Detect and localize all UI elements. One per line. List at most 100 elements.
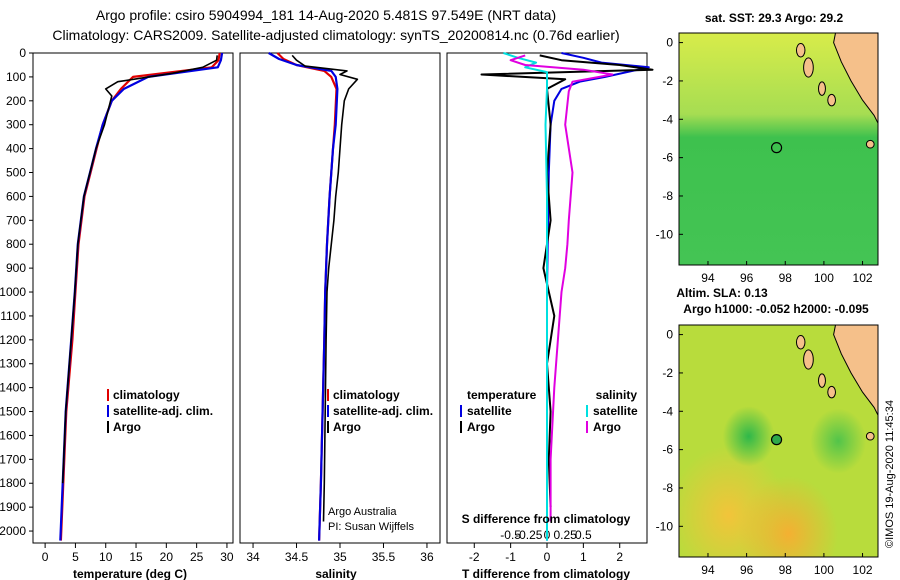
lat-tick-label: -10	[656, 227, 674, 241]
x-tick-label: 0	[42, 550, 49, 564]
legend-header-temperature: temperature	[467, 388, 537, 402]
x-tick-label: -1	[505, 550, 516, 564]
argo-position-marker	[770, 142, 783, 154]
legend-label-satellite: satellite-adj. clim.	[333, 404, 433, 418]
difference-series	[480, 52, 654, 541]
depth-tick-label: 2000	[0, 524, 26, 538]
lon-tick-label: 98	[779, 271, 793, 285]
s-tick-label: -0.25	[515, 528, 543, 542]
title-line-1: Argo profile: csiro 5904994_181 14-Aug-2…	[96, 7, 556, 23]
island	[795, 335, 806, 350]
lon-tick-label: 100	[814, 271, 834, 285]
x-tick-label: 15	[129, 550, 143, 564]
lon-tick-label: 100	[814, 563, 834, 577]
depth-tick-label: 0	[19, 46, 26, 60]
x-tick-label: 10	[99, 550, 113, 564]
depth-tick-label: 1800	[0, 476, 26, 490]
sla-map-subtitle: Argo h1000: -0.052 h2000: -0.095	[683, 302, 869, 316]
legend-label-argo: Argo	[333, 420, 361, 434]
x-tick-label: 36	[420, 550, 434, 564]
legend-swatch-climatology	[327, 389, 329, 401]
sla-map-title: Altim. SLA: 0.13	[676, 286, 768, 300]
lat-tick-label: -8	[662, 481, 673, 495]
legend-label-climatology: climatology	[333, 388, 400, 402]
legend-swatch-argo	[327, 421, 329, 433]
island	[803, 349, 814, 370]
imos-credit: ©IMOS 19-Aug-2020 11:45:34	[884, 400, 896, 548]
depth-tick-label: 1300	[0, 357, 26, 371]
difference-legend: temperature salinity satellite Argo sate…	[460, 388, 638, 434]
x-tick-label: 25	[190, 550, 204, 564]
series-line-s-argo	[509, 54, 614, 522]
x-tick-label: 2	[616, 550, 623, 564]
lat-tick-label: -6	[662, 443, 673, 457]
depth-tick-label: 700	[6, 213, 26, 227]
x-tick-label: -2	[469, 550, 480, 564]
legend-swatch-climatology	[107, 389, 109, 401]
legend-label-climatology: climatology	[113, 388, 180, 402]
legend-label-s-argo: Argo	[593, 420, 621, 434]
depth-tick-label: 900	[6, 261, 26, 275]
legend-label-t-argo: Argo	[467, 420, 495, 434]
legend-header-salinity: salinity	[596, 388, 638, 402]
depth-tick-label: 1100	[0, 309, 26, 323]
temperature-series	[59, 52, 224, 541]
temperature-xlabel: temperature (deg C)	[73, 567, 187, 580]
sst-map-frame	[678, 32, 879, 266]
title-line-2: Climatology: CARS2009. Satellite-adjuste…	[52, 27, 619, 43]
salinity-xlabel: salinity	[315, 567, 357, 580]
lat-tick-label: -2	[662, 74, 673, 88]
lon-tick-label: 96	[740, 271, 754, 285]
difference-panel: -2 -1 0 1 2 -0.5-0.25 0 0.250.5 T difference f…	[446, 52, 654, 580]
island	[817, 81, 826, 96]
lat-tick-label: -4	[662, 112, 673, 126]
island	[827, 93, 836, 107]
legend-swatch-satellite	[327, 405, 329, 417]
lat-tick-label: 0	[666, 36, 673, 50]
legend-label-satellite: satellite-adj. clim.	[113, 404, 213, 418]
legend-swatch-t-argo	[460, 421, 462, 433]
difference-x-axis: -2 -1 0 1 2	[469, 543, 623, 564]
salinity-x-axis: 34 34.5 35 35.5 36	[246, 543, 434, 564]
island	[865, 139, 875, 149]
lat-tick-label: 0	[666, 328, 673, 342]
sla-map-axes: 94 96 98 100 102 0 -2 -4 -6 -8 -10	[656, 328, 873, 577]
lat-tick-label: -4	[662, 404, 673, 418]
depth-axis: 0 100 200 300 400 500 600 700 800 900 1000 1100 1200…	[0, 46, 33, 538]
temperature-axes-frame	[32, 52, 234, 544]
series-line-t-argo	[480, 54, 654, 508]
lat-tick-label: -8	[662, 189, 673, 203]
sla-argo-marker	[770, 434, 783, 446]
temperature-x-axis: 0 5 10 15 20 25 30	[42, 543, 234, 564]
depth-tick-label: 400	[6, 142, 26, 156]
x-tick-label: 34.5	[285, 550, 309, 564]
depth-tick-label: 200	[6, 94, 26, 108]
salinity-series	[268, 52, 359, 541]
depth-tick-label: 500	[6, 166, 26, 180]
sst-field	[679, 33, 878, 265]
s-tick-label: -0.5	[500, 528, 521, 542]
x-tick-label: 0	[544, 550, 551, 564]
depth-tick-label: 1700	[0, 452, 26, 466]
legend-swatch-s-satellite	[586, 405, 588, 417]
legend-swatch-s-argo	[586, 421, 588, 433]
salinity-legend: climatology satellite-adj. clim. Argo	[327, 388, 433, 434]
sla-land	[795, 324, 879, 441]
sla-map: Altim. SLA: 0.13 Argo h1000: -0.052 h200…	[656, 286, 879, 577]
lon-tick-label: 96	[740, 563, 754, 577]
sst-map: sat. SST: 29.3 Argo: 29.2 94 96 98 100 102 0 -…	[656, 11, 879, 285]
depth-tick-label: 800	[6, 237, 26, 251]
note-argo-australia: Argo Australia	[328, 506, 397, 518]
lat-tick-label: -10	[656, 519, 674, 533]
s-tick-label: 0.5	[575, 528, 592, 542]
lon-tick-label: 102	[853, 271, 873, 285]
island	[795, 43, 806, 58]
legend-label-argo: Argo	[113, 420, 141, 434]
depth-tick-label: 1500	[0, 405, 26, 419]
x-tick-label: 20	[160, 550, 174, 564]
x-tick-label: 35	[333, 550, 347, 564]
lat-tick-label: -6	[662, 151, 673, 165]
argo-position-marker	[770, 434, 783, 446]
x-tick-label: 1	[580, 550, 587, 564]
depth-tick-label: 1600	[0, 428, 26, 442]
